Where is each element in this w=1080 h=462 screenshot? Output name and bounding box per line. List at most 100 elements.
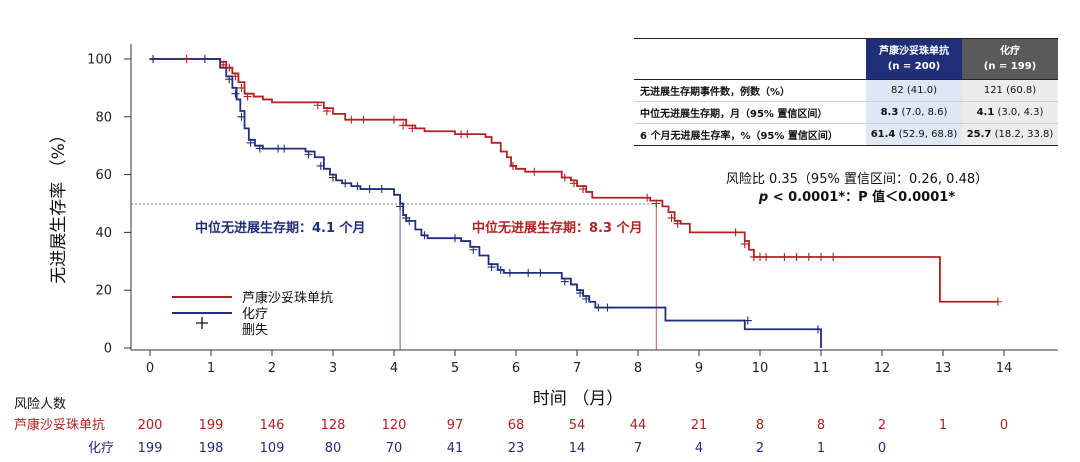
censor-mark (341, 179, 350, 188)
censor-mark (225, 75, 234, 84)
summary-header-row: 芦康沙妥珠单抗 (n = 200) 化疗 (n = 199) (634, 38, 1058, 80)
censor-mark (237, 112, 246, 121)
censor-mark (576, 289, 585, 298)
risk-value: 2 (878, 418, 886, 433)
risk-value: 146 (260, 418, 285, 433)
x-tick-label: 14 (996, 361, 1013, 376)
summary-cell-sg: 82 (41.0) (866, 79, 962, 102)
summary-arm1-name: 芦康沙妥珠单抗 (879, 46, 949, 57)
censor-mark (530, 167, 539, 176)
x-tick-label: 3 (329, 361, 337, 376)
risk-value: 70 (386, 441, 403, 456)
legend-label-censor: 删失 (242, 323, 268, 338)
y-axis-title: 无进展生存率 （%） (49, 126, 69, 284)
censor-mark (420, 231, 429, 240)
censor-mark (365, 185, 374, 194)
censor-mark (255, 144, 264, 153)
summary-cell-rest: 82 (41.0) (891, 85, 937, 96)
censor-mark (353, 182, 362, 191)
censor-mark (396, 202, 405, 211)
risk-value: 54 (569, 418, 586, 433)
summary-cell-chemo: 25.7 (18.2, 33.8) (962, 123, 1058, 146)
risk-value: 198 (199, 441, 224, 456)
risk-row-label-chemo: 化疗 (88, 441, 114, 456)
risk-value: 41 (447, 441, 464, 456)
summary-cell-sg: 8.3 (7.0, 8.6) (866, 101, 962, 124)
summary-row-events: 无进展生存期事件数，例数（%） 82 (41.0) 121 (60.8) (634, 79, 1058, 102)
p-value-rest: < 0.0001*：P 值＜0.0001* (768, 189, 955, 205)
risk-value: 0 (878, 441, 886, 456)
censor-mark (569, 179, 578, 188)
summary-cell-main: 25.7 (966, 129, 992, 140)
censor-mark (508, 161, 517, 170)
summary-cell-main: 61.4 (870, 129, 896, 140)
censor-mark (603, 303, 612, 312)
x-tick-label: 8 (634, 361, 642, 376)
legend-label-chemo: 化疗 (242, 307, 268, 322)
summary-cell-sg: 61.4 (52.9, 68.8) (866, 123, 962, 146)
censor-mark (673, 219, 682, 228)
summary-arm2-name: 化疗 (1000, 46, 1020, 57)
median-label-chemo: 中位无进展生存期：4.1 个月 (195, 220, 366, 236)
censor-mark (219, 60, 228, 69)
x-tick-label: 4 (390, 361, 398, 376)
risk-value: 109 (260, 441, 285, 456)
censor-mark (652, 199, 661, 208)
survival-curves (150, 58, 998, 348)
censor-mark (505, 268, 514, 277)
y-tick-label: 40 (95, 226, 112, 241)
hazard-ratio-text: 风险比 0.35（95% 置信区间：0.26, 0.48） (726, 172, 988, 187)
x-tick-label: 1 (207, 361, 215, 376)
censor-mark (405, 216, 414, 225)
summary-arm2-n: (n = 199) (983, 61, 1037, 72)
censor-mark (451, 234, 459, 243)
censor-mark (743, 316, 752, 325)
summary-cell-chemo: 121 (60.8) (962, 79, 1058, 102)
risk-value: 7 (634, 441, 642, 456)
summary-row-6mo: 6 个月无进展生存率，%（95% 置信区间） 61.4 (52.9, 68.8)… (634, 123, 1058, 146)
risk-value: 8 (756, 418, 764, 433)
x-tick-label: 7 (573, 361, 581, 376)
y-tick-label: 60 (95, 168, 112, 183)
censor-mark (667, 213, 676, 222)
censor-mark (399, 121, 408, 130)
summary-table: 芦康沙妥珠单抗 (n = 200) 化疗 (n = 199) 无进展生存期事件数，例… (634, 38, 1058, 146)
summary-arm1-n: (n = 200) (887, 61, 941, 72)
p-value-text: p < 0.0001*：P 值＜0.0001* (758, 189, 955, 205)
censor-mark (313, 101, 322, 110)
censor-mark (829, 252, 838, 261)
risk-value: 120 (382, 418, 407, 433)
x-tick-label: 5 (451, 361, 459, 376)
x-axis-title: 时间 （月） (533, 389, 623, 409)
summary-cell-rest: (18.2, 33.8) (991, 129, 1054, 140)
summary-row-label: 6 个月无进展生存率，%（95% 置信区间） (634, 123, 866, 146)
summary-cell-rest: (3.0, 4.3) (994, 107, 1044, 118)
censor-mark (582, 294, 591, 303)
censor-mark (813, 325, 822, 334)
summary-cell-rest: (52.9, 68.8) (895, 129, 958, 140)
censor-mark (182, 55, 191, 63)
censor-mark (804, 252, 813, 261)
censor-mark (231, 72, 240, 81)
risk-value: 8 (817, 418, 825, 433)
censor-mark (280, 144, 289, 153)
curve-sg (150, 58, 998, 303)
censor-mark (246, 138, 255, 147)
risk-table-title: 风险人数 (14, 397, 66, 412)
median-label-sg: 中位无进展生存期：8.3 个月 (472, 220, 643, 236)
censor-mark (237, 83, 246, 92)
summary-cell-main: 8.3 (880, 107, 899, 118)
censor-mark (200, 55, 209, 63)
risk-table: 风险人数 芦康沙妥珠单抗 化疗 200 199 146 128 120 97 68 54 44 2… (14, 397, 1008, 456)
y-tick-label: 100 (87, 53, 112, 68)
median-reference-lines (131, 203, 657, 350)
summary-cell-rest: (7.0, 8.6) (898, 107, 948, 118)
censor-mark (225, 63, 234, 72)
summary-row-median: 中位无进展生存期，月（95% 置信区间） 8.3 (7.0, 8.6) 4.1 … (634, 101, 1058, 124)
legend: 芦康沙妥珠单抗 化疗 删失 (172, 290, 333, 338)
censor-mark (322, 107, 331, 116)
censor-mark (149, 55, 158, 63)
x-tick-label: 11 (813, 361, 830, 376)
x-tick-label: 13 (935, 361, 952, 376)
